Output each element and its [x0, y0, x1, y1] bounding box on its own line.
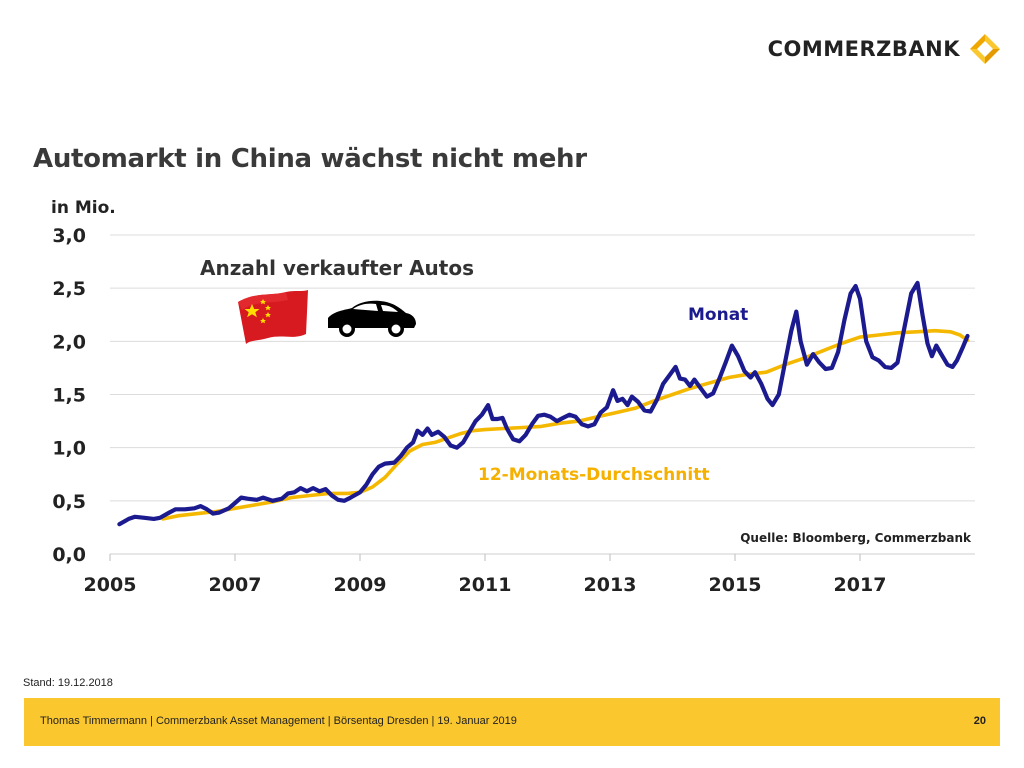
x-tick-label: 2005 [84, 574, 137, 596]
chart-title: Automarkt in China wächst nicht mehr [33, 144, 587, 174]
label-monat: Monat [688, 305, 748, 325]
footer-text: Thomas Timmermann | Commerzbank Asset Ma… [40, 715, 517, 727]
commerzbank-logo: COMMERZBANK [768, 32, 1002, 66]
series [117, 280, 970, 527]
y-tick-label: 2,5 [52, 278, 86, 300]
series-line-monat [117, 280, 970, 527]
label-durchschnitt: 12-Monats-Durchschnitt [478, 465, 709, 485]
y-tick-label: 1,0 [52, 438, 86, 460]
footer-bar: Thomas Timmermann | Commerzbank Asset Ma… [24, 698, 1000, 746]
x-tick-label: 2015 [709, 574, 762, 596]
stand-date: Stand: 19.12.2018 [23, 677, 113, 689]
series-line-durchschnitt [161, 328, 970, 521]
x-tick-label: 2017 [834, 574, 887, 596]
car-icon [328, 300, 416, 337]
y-axis-label: in Mio. [51, 198, 116, 218]
page-number: 20 [973, 715, 986, 727]
china-flag-icon [238, 290, 308, 344]
y-tick-label: 3,0 [52, 225, 86, 247]
axes: 0,0 0,5 1,0 1,5 2,0 2,5 3,0 2005 2007 2009 2011 201… [52, 225, 886, 596]
y-tick-label: 1,5 [52, 385, 86, 407]
source-note: Quelle: Bloomberg, Commerzbank [740, 531, 972, 545]
y-tick-label: 0,5 [52, 491, 86, 513]
x-tick-label: 2013 [584, 574, 637, 596]
x-tick-label: 2011 [459, 574, 512, 596]
y-tick-label: 0,0 [52, 544, 86, 566]
chart-subtitle: Anzahl verkaufter Autos [200, 256, 474, 280]
x-tick-label: 2009 [334, 574, 387, 596]
x-tick-label: 2007 [209, 574, 262, 596]
y-tick-label: 2,0 [52, 331, 86, 353]
ribbon-icon [970, 34, 1000, 64]
brand-name: COMMERZBANK [767, 37, 960, 61]
